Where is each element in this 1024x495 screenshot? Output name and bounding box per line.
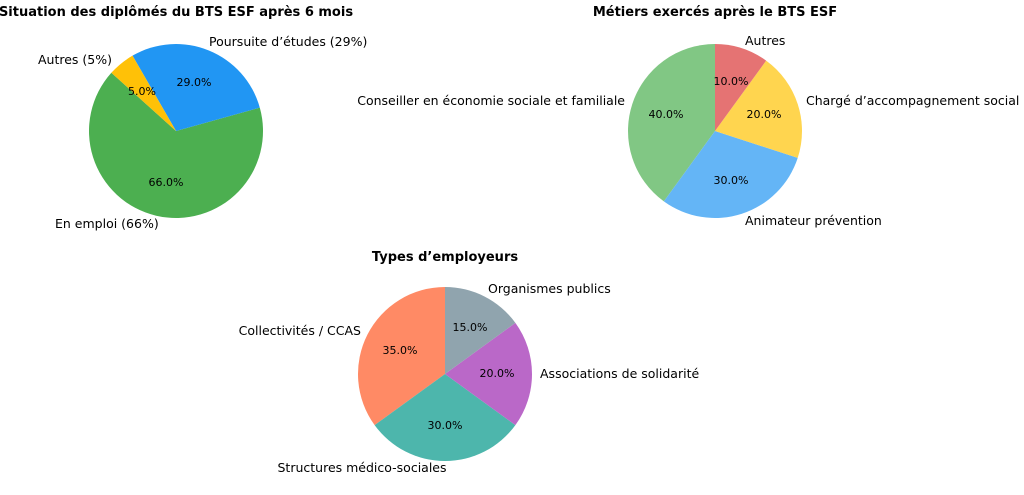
slice-value-label: 20.0% bbox=[747, 108, 782, 121]
slice-value-label: 29.0% bbox=[177, 76, 212, 89]
pie-chart-employeurs: Types d’employeurs Collectivités / CCAS … bbox=[239, 250, 700, 475]
slice-value-label: 40.0% bbox=[649, 108, 684, 121]
pie-slice bbox=[663, 131, 798, 218]
slice-label: Associations de solidarité bbox=[540, 366, 699, 381]
slices bbox=[89, 44, 264, 219]
slice-value-label: 15.0% bbox=[453, 321, 488, 334]
pie-chart-situation: Situation des diplômés du BTS ESF après … bbox=[0, 5, 367, 231]
pie-slice bbox=[445, 287, 516, 374]
chart-title: Situation des diplômés du BTS ESF après … bbox=[0, 5, 353, 20]
chart-title: Types d’employeurs bbox=[372, 250, 518, 265]
pie-slice bbox=[628, 44, 715, 202]
slice-label: Conseiller en économie sociale et famili… bbox=[357, 93, 625, 108]
slice-value-label: 35.0% bbox=[383, 344, 418, 357]
pie-slice bbox=[132, 44, 260, 131]
slice-value-label: 30.0% bbox=[714, 174, 749, 187]
slices bbox=[358, 287, 532, 461]
slice-value-label: 66.0% bbox=[149, 176, 184, 189]
slice-label: Autres (5%) bbox=[38, 52, 112, 67]
slices bbox=[628, 44, 802, 218]
slice-value-label: 20.0% bbox=[480, 367, 515, 380]
slice-label: Collectivités / CCAS bbox=[239, 323, 361, 338]
pie-slice bbox=[358, 287, 445, 426]
pie-slice bbox=[89, 72, 264, 219]
slice-label: Organismes publics bbox=[488, 281, 611, 296]
pie-chart-metiers: Métiers exercés après le BTS ESF Conseil… bbox=[357, 5, 1019, 228]
slice-label: Poursuite d’études (29%) bbox=[209, 34, 367, 49]
slice-label: En emploi (66%) bbox=[55, 216, 159, 231]
slice-label: Structures médico-sociales bbox=[277, 460, 446, 475]
chart-title: Métiers exercés après le BTS ESF bbox=[593, 5, 837, 20]
pie-slice bbox=[111, 55, 176, 131]
slice-value-label: 30.0% bbox=[428, 419, 463, 432]
slice-label: Chargé d’accompagnement social bbox=[806, 93, 1019, 108]
pie-slice bbox=[715, 44, 767, 131]
pie-slice bbox=[374, 374, 516, 461]
slice-label: Autres bbox=[745, 33, 785, 48]
slice-value-label: 5.0% bbox=[128, 85, 156, 98]
slice-value-label: 10.0% bbox=[714, 75, 749, 88]
pie-slice bbox=[715, 60, 802, 158]
pie-slice bbox=[445, 322, 532, 426]
slice-label: Animateur prévention bbox=[745, 213, 882, 228]
